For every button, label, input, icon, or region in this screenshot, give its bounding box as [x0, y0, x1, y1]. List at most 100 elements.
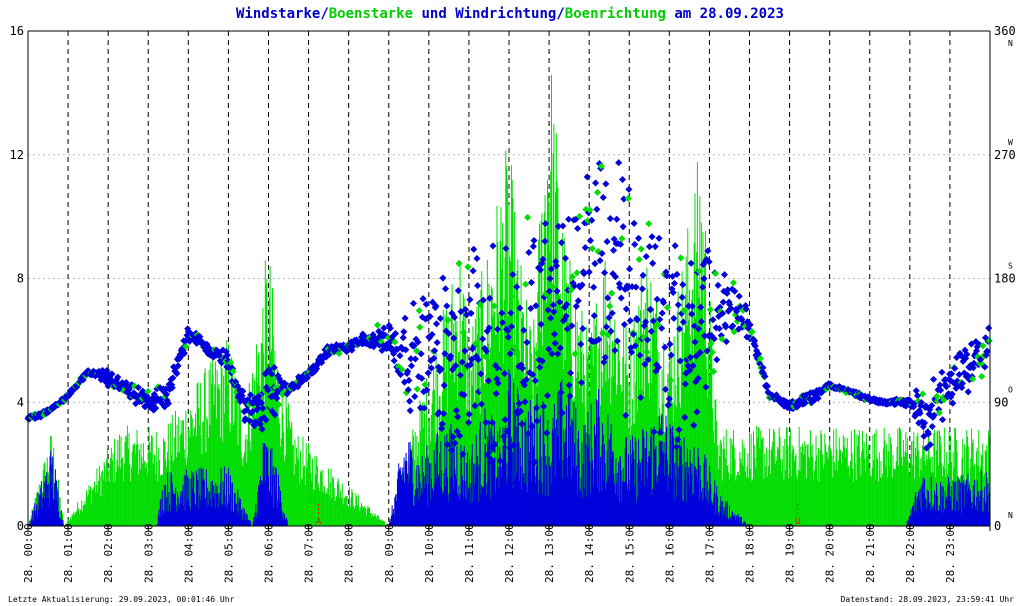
wind-direction-point: [673, 270, 681, 278]
wind-direction-point: [654, 363, 662, 371]
wind-direction-point: [552, 262, 560, 270]
wind-direction-point: [948, 390, 956, 398]
wind-direction-point: [536, 266, 544, 274]
wind-direction-point: [649, 317, 657, 325]
left-tick-label: 4: [17, 395, 24, 409]
gust-direction-point: [584, 217, 592, 225]
wind-direction-point: [687, 259, 695, 267]
wind-direction-point: [610, 246, 618, 254]
wind-direction-point: [407, 355, 415, 363]
wind-direction-point: [547, 265, 555, 273]
wind-direction-point: [690, 322, 698, 330]
wind-direction-point: [666, 340, 674, 348]
wind-direction-point: [507, 309, 515, 317]
wind-direction-point: [566, 392, 574, 400]
wind-direction-point: [454, 413, 462, 421]
gust-direction-point: [144, 387, 152, 395]
wind-direction-point: [669, 289, 677, 297]
wind-direction-point: [538, 357, 546, 365]
wind-direction-point: [670, 279, 678, 287]
wind-direction-point: [122, 379, 130, 387]
wind-direction-point: [686, 353, 695, 361]
wind-direction-point: [466, 296, 474, 304]
wind-direction-point: [641, 360, 649, 368]
wind-direction-point: [674, 301, 682, 309]
gust-direction-point: [490, 302, 498, 310]
wind-direction-point: [441, 350, 449, 358]
wind-direction-point: [626, 265, 634, 273]
wind-direction-point: [681, 413, 689, 421]
wind-direction-point: [631, 240, 639, 248]
wind-direction-point: [620, 320, 628, 329]
direction-label: N: [1008, 511, 1013, 520]
wind-direction-point: [417, 350, 425, 358]
gust-direction-point: [707, 339, 715, 348]
wind-direction-point: [471, 402, 479, 410]
gust-direction-point: [567, 286, 575, 294]
wind-direction-point: [524, 429, 532, 437]
gust-direction-point: [497, 421, 505, 429]
wind-direction-point: [742, 305, 750, 313]
wind-direction-point: [489, 242, 497, 250]
wind-direction-point: [547, 314, 555, 322]
wind-direction-point: [655, 234, 663, 242]
wind-direction-point: [411, 393, 419, 401]
wind-direction-point: [484, 377, 493, 385]
wind-direction-point: [599, 193, 607, 202]
wind-direction-point: [409, 299, 417, 307]
gust-direction-point: [571, 350, 579, 358]
wind-direction-point: [613, 215, 621, 223]
wind-direction-point: [465, 410, 473, 418]
wind-direction-point: [936, 381, 944, 389]
gust-direction-point: [586, 206, 594, 214]
right-tick-label: 90: [994, 395, 1008, 409]
wind-direction-point: [585, 268, 593, 276]
wind-direction-point: [592, 179, 600, 187]
wind-direction-point: [271, 411, 279, 419]
gust-direction-point: [478, 386, 486, 394]
wind-direction-point: [432, 320, 441, 328]
wind-direction-point: [427, 364, 435, 372]
wind-direction-point: [715, 324, 723, 333]
gust-direction-point: [978, 372, 986, 380]
gust-direction-point: [415, 307, 423, 315]
x-tick-label: 28. 19:00: [784, 523, 797, 583]
gust-direction-point: [969, 375, 977, 383]
wind-direction-point: [259, 404, 267, 412]
wind-direction-point: [499, 493, 507, 501]
x-tick-label: 28. 18:00: [744, 523, 757, 583]
wind-direction-point: [611, 346, 619, 354]
wind-direction-point: [543, 392, 552, 400]
wind-direction-point: [643, 336, 652, 344]
wind-direction-point: [467, 309, 475, 317]
wind-direction-point: [733, 307, 741, 315]
wind-direction-point: [567, 369, 575, 377]
wind-direction-point: [583, 173, 591, 181]
wind-direction-point: [603, 238, 611, 246]
wind-direction-point: [407, 362, 416, 370]
wind-direction-point: [554, 350, 562, 358]
left-tick-label: 12: [10, 148, 24, 162]
wind-direction-point: [675, 426, 683, 434]
title-part-0: Windstarke: [236, 6, 320, 22]
wind-direction-point: [493, 325, 501, 333]
wind-direction-point: [544, 306, 552, 314]
wind-direction-point: [727, 304, 735, 312]
gust-direction-point: [933, 397, 941, 405]
wind-direction-point: [516, 304, 524, 312]
wind-direction-point: [487, 458, 495, 466]
wind-direction-point: [436, 314, 444, 322]
wind-direction-point: [404, 386, 412, 394]
wind-direction-point: [688, 302, 696, 310]
wind-direction-point: [685, 302, 693, 310]
wind-direction-point: [665, 401, 673, 409]
wind-direction-point: [438, 420, 446, 428]
wind-direction-point: [491, 440, 499, 448]
wind-direction-point: [406, 397, 414, 405]
wind-direction-point: [697, 303, 705, 311]
wind-direction-point: [722, 338, 730, 346]
wind-direction-point: [557, 388, 565, 396]
wind-direction-point: [509, 441, 518, 449]
wind-direction-point: [625, 185, 633, 193]
wind-direction-point: [596, 257, 604, 265]
